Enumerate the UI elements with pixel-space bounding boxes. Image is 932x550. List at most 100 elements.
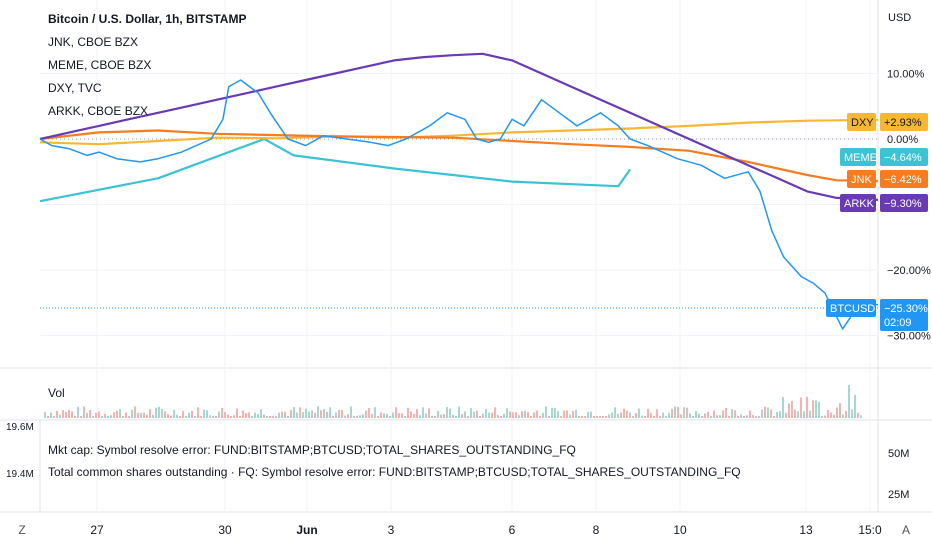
volume-bar	[815, 400, 817, 418]
volume-bar	[47, 416, 49, 418]
volume-bar	[482, 413, 484, 418]
volume-bar	[104, 413, 106, 418]
volume-bar	[563, 410, 565, 418]
volume-bar	[728, 416, 730, 418]
volume-bar	[773, 416, 775, 418]
volume-bar	[401, 413, 403, 418]
badge-value-bg-meme	[880, 148, 928, 166]
volume-bar	[608, 414, 610, 418]
volume-bar	[218, 411, 220, 418]
volume-bar	[209, 415, 211, 418]
volume-bar	[572, 410, 574, 418]
volume-bar	[662, 412, 664, 418]
volume-bar	[167, 414, 169, 418]
volume-bar	[557, 411, 559, 418]
volume-bar	[437, 410, 439, 418]
badge-value-arkk: −9.30%	[884, 198, 922, 210]
volume-bar	[686, 407, 688, 418]
lower-right-tick: 50M	[888, 448, 909, 460]
legend-meme: MEME, CBOE BZX	[48, 58, 152, 72]
volume-bar	[530, 416, 532, 418]
volume-bar	[74, 415, 76, 418]
volume-bar	[683, 407, 685, 418]
volume-bar	[590, 411, 592, 418]
volume-bar	[764, 406, 766, 418]
time-label: 15:0	[858, 523, 882, 537]
volume-bar	[605, 416, 607, 418]
volume-bar	[803, 411, 805, 418]
volume-bar	[281, 411, 283, 418]
volume-bar	[341, 409, 343, 418]
volume-bar	[554, 407, 556, 418]
volume-bar	[725, 407, 727, 418]
volume-bar	[641, 415, 643, 418]
volume-bar	[623, 408, 625, 418]
volume-bar	[374, 407, 376, 418]
volume-bar	[356, 415, 358, 418]
badge-value-bg-jnk	[880, 170, 928, 188]
volume-bar	[368, 408, 370, 418]
volume-bar	[389, 416, 391, 418]
volume-bar	[545, 406, 547, 418]
series-line-jnk	[39, 129, 879, 183]
volume-bar	[71, 411, 73, 418]
volume-bar	[212, 415, 214, 418]
volume-bar	[92, 415, 94, 418]
time-label: 27	[90, 523, 104, 537]
volume-bar	[248, 412, 250, 418]
volume-bar	[380, 412, 382, 418]
volume-bar	[191, 410, 193, 418]
volume-bar	[113, 412, 115, 418]
volume-bar	[230, 416, 232, 418]
volume-bar	[812, 400, 814, 418]
volume-bar	[308, 411, 310, 418]
volume-bar	[344, 415, 346, 418]
volume-bar	[236, 408, 238, 418]
volume-bar	[785, 413, 787, 418]
volume-bar	[347, 414, 349, 418]
volume-bar	[794, 409, 796, 418]
volume-bar	[599, 416, 601, 418]
volume-bar	[116, 410, 118, 418]
badge-name-bg-btcusd	[826, 299, 876, 317]
legend-title: Bitcoin / U.S. Dollar, 1h, BITSTAMP	[48, 12, 247, 26]
volume-bar	[479, 416, 481, 418]
volume-bar	[53, 416, 55, 418]
price-tick: −20.00%	[887, 265, 931, 277]
volume-bar	[515, 412, 517, 418]
volume-bar	[698, 413, 700, 418]
volume-bar	[245, 413, 247, 418]
volume-bar	[263, 414, 265, 418]
volume-bar	[407, 407, 409, 418]
volume-bar	[197, 407, 199, 418]
volume-bar	[266, 416, 268, 418]
volume-bar	[164, 411, 166, 418]
volume-bar	[170, 415, 172, 418]
legend-jnk: JNK, CBOE BZX	[48, 35, 139, 49]
volume-bar	[110, 415, 112, 418]
shares-outstanding-error: Total common shares outstanding · FQ: Sy…	[48, 465, 741, 479]
volume-bar	[842, 414, 844, 418]
volume-bar	[398, 413, 400, 418]
volume-bar	[323, 408, 325, 418]
volume-bar	[839, 403, 841, 418]
volume-bar	[335, 412, 337, 418]
volume-bar	[521, 411, 523, 418]
volume-bar	[617, 413, 619, 418]
series-line-arkk	[39, 52, 879, 201]
badge-name-meme: MEME	[844, 152, 877, 164]
volume-bar	[188, 412, 190, 418]
volume-bar	[440, 414, 442, 418]
volume-bar	[470, 408, 472, 418]
zoom-button: Z	[18, 523, 25, 537]
volume-bar	[134, 406, 136, 418]
volume-bar	[185, 416, 187, 418]
volume-bar	[416, 409, 418, 418]
time-label: 3	[388, 523, 395, 537]
volume-bar	[575, 409, 577, 418]
badge-name-bg-dxy	[847, 113, 876, 131]
volume-bar	[422, 407, 424, 418]
volume-bar	[752, 414, 754, 418]
volume-bar	[287, 416, 289, 418]
volume-bar	[542, 412, 544, 418]
